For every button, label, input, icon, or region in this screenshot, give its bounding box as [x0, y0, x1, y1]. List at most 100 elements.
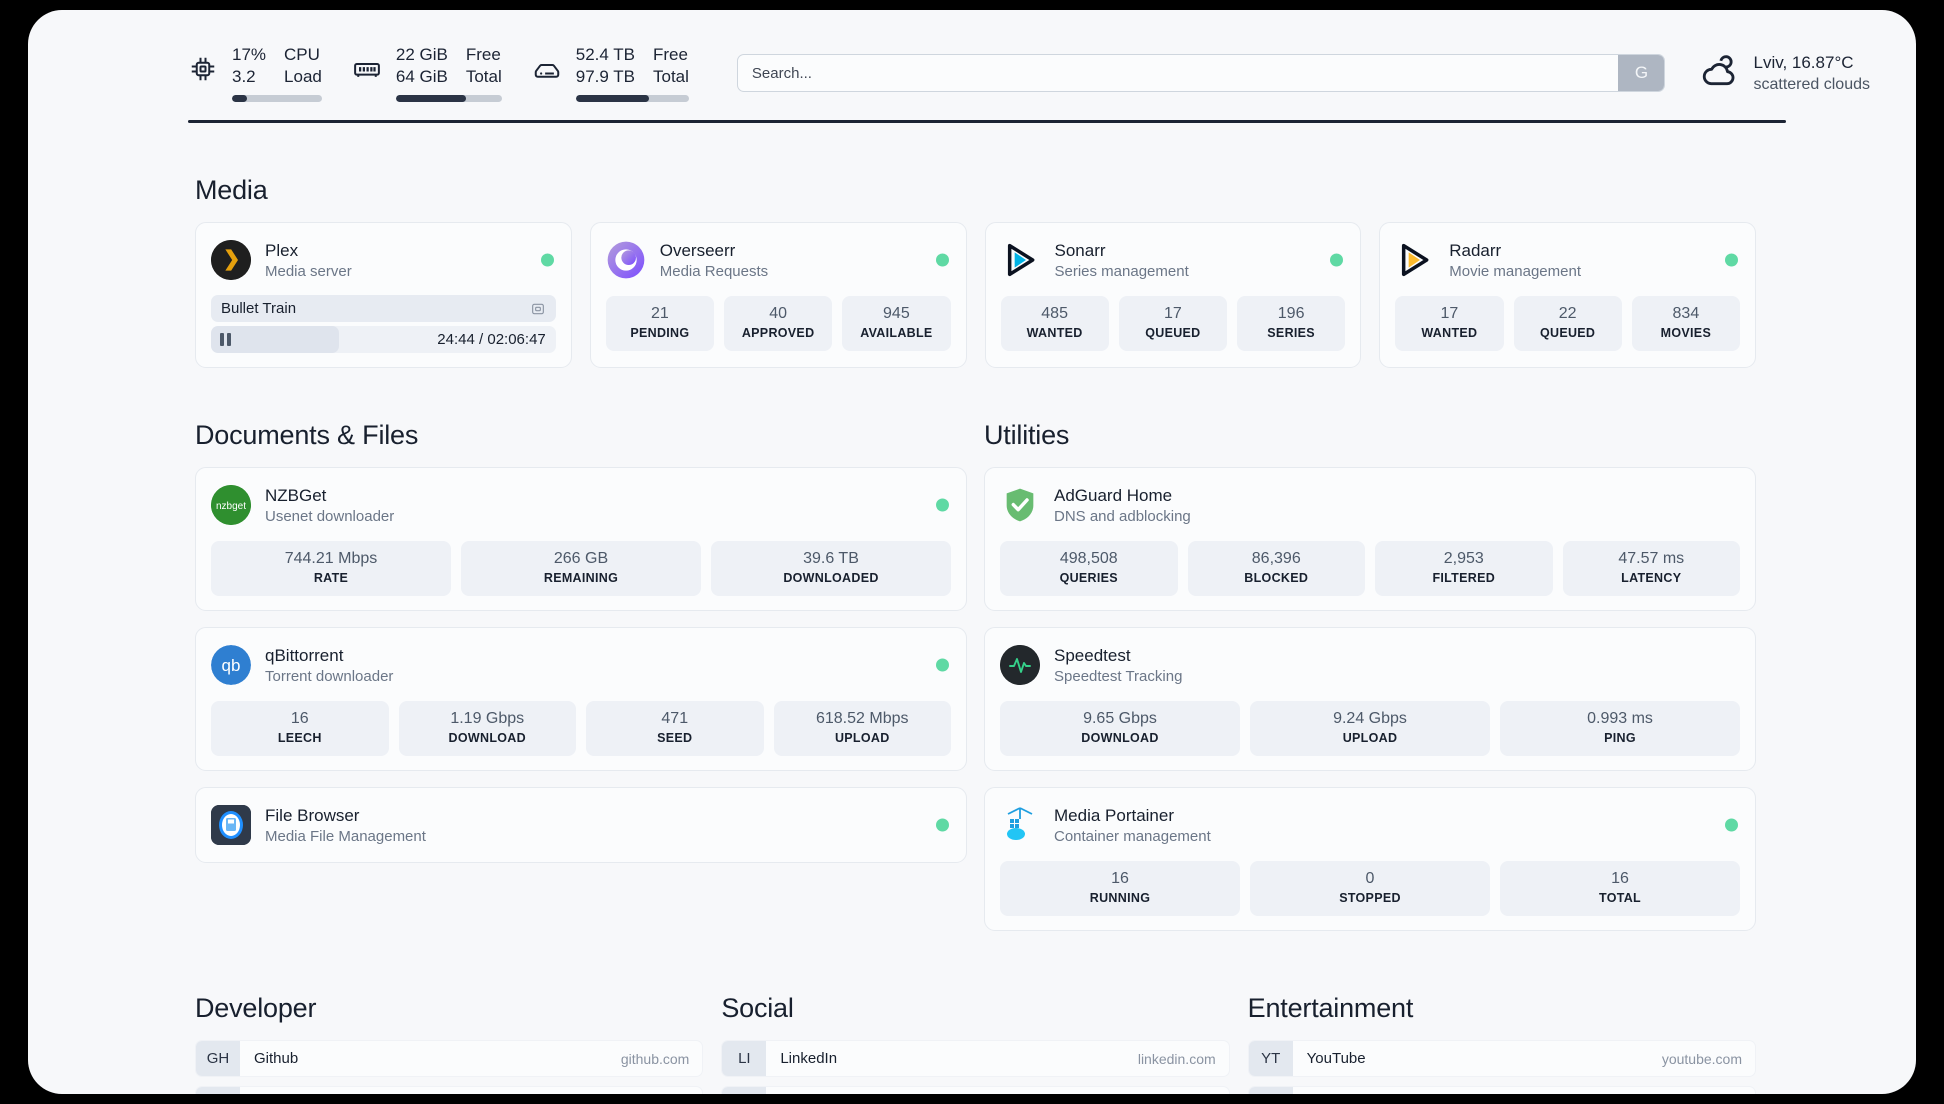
bookmark-abbr: NF: [1248, 1087, 1293, 1094]
bookmarks-area: Developer GH Github github.com SO StackO…: [195, 941, 1756, 1094]
section-title-utilities: Utilities: [984, 420, 1070, 450]
status-badge: [1330, 253, 1344, 267]
stat-value: 2,953: [1443, 550, 1484, 567]
search-input[interactable]: [737, 55, 1619, 91]
pause-icon[interactable]: [220, 333, 231, 346]
service-desc: DNS and adblocking: [1054, 507, 1191, 525]
stat-tile: 485 WANTED: [1000, 296, 1109, 351]
card-header: Plex Media server: [211, 237, 556, 283]
stat-tile: 47.57 ms LATENCY: [1562, 541, 1740, 596]
playback-separator: /: [474, 331, 488, 348]
cast-icon[interactable]: [530, 301, 546, 317]
stats-row: 485 WANTED 17 QUEUED 196 SERIES: [1000, 296, 1346, 351]
stat-tile: 17 QUEUED: [1118, 296, 1227, 351]
stat-tile: 40 APPROVED: [724, 296, 833, 351]
adguard-shield-icon: [1000, 485, 1040, 525]
service-card-portainer[interactable]: Media Portainer Container management 16 …: [984, 787, 1756, 931]
search-engine-button[interactable]: G: [1618, 55, 1665, 91]
stat-label: QUERIES: [1059, 571, 1118, 585]
service-desc: Media Requests: [659, 262, 769, 280]
dashboard-page: 17% CPU 3.2 Load: [28, 10, 1916, 1094]
bookmark-abbr: SO: [196, 1087, 240, 1094]
portainer-icon: [1000, 805, 1040, 845]
service-card-speedtest[interactable]: Speedtest Speedtest Tracking 9.65 Gbps D…: [984, 627, 1756, 771]
stats-row: 21 PENDING 40 APPROVED 945 AVAILABLE: [605, 296, 951, 351]
stat-tile: 196 SERIES: [1237, 296, 1346, 351]
service-card-radarr[interactable]: Radarr Movie management 17 WANTED 22 QUE…: [1379, 222, 1756, 368]
stat-tile: 498,508 QUERIES: [1000, 541, 1178, 596]
stat-tile: 834 MOVIES: [1631, 296, 1740, 351]
header-divider: [188, 120, 1786, 123]
stat-label: UPLOAD: [1342, 731, 1398, 745]
service-desc: Usenet downloader: [265, 507, 395, 525]
list-item[interactable]: GH Github github.com: [195, 1040, 704, 1077]
bookmark-group-title: Developer: [195, 993, 317, 1023]
documents-column: Documents & Files nzbget NZBGet Usenet d…: [195, 368, 967, 931]
progress-fill: [211, 326, 339, 353]
card-title-block: Overseerr Media Requests: [660, 240, 768, 281]
list-item[interactable]: YT YouTube youtube.com: [1247, 1040, 1756, 1077]
card-header: AdGuard Home DNS and adblocking: [1000, 482, 1740, 528]
memory-free-label: Free: [465, 45, 501, 64]
disk-total-value: 97.9 TB: [575, 67, 635, 86]
list-item[interactable]: SO StackOverflow stackoverflow.com: [195, 1086, 704, 1094]
list-item[interactable]: LI LinkedIn linkedin.com: [721, 1040, 1230, 1077]
disk-icon: [532, 54, 562, 84]
service-card-adguard[interactable]: AdGuard Home DNS and adblocking 498,508 …: [984, 467, 1756, 611]
stat-label: PENDING: [630, 326, 690, 340]
service-card-qbittorrent[interactable]: qb qBittorrent Torrent downloader: [195, 627, 967, 771]
stat-tile: 16 LEECH: [211, 701, 389, 756]
service-desc: Series management: [1054, 262, 1189, 280]
cpu-usage-value: 17%: [232, 45, 267, 64]
memory-total-label: Total: [465, 67, 502, 86]
stat-value: 0.993 ms: [1587, 710, 1653, 727]
card-header: Speedtest Speedtest Tracking: [1000, 642, 1740, 688]
stat-value: 9.24 Gbps: [1333, 710, 1407, 727]
bookmark-url: twitter.com: [1149, 1087, 1229, 1094]
stat-value: 86,396: [1251, 550, 1301, 567]
card-header: Sonarr Series management: [1001, 237, 1346, 283]
stat-value: 834: [1672, 305, 1700, 322]
service-card-sonarr[interactable]: Sonarr Series management 485 WANTED 17 Q…: [984, 222, 1362, 368]
card-header: qb qBittorrent Torrent downloader: [211, 642, 951, 688]
service-name: Media Portainer: [1054, 805, 1175, 825]
stat-label: LATENCY: [1621, 571, 1682, 585]
service-card-plex[interactable]: Plex Media server Bullet Train: [195, 222, 572, 368]
service-card-filebrowser[interactable]: File Browser Media File Management: [195, 787, 967, 863]
stat-value: 47.57 ms: [1618, 550, 1685, 567]
dashboard-window: 17% CPU 3.2 Load: [28, 10, 1916, 1094]
stat-value: 485: [1041, 305, 1068, 322]
stats-row: 498,508 QUERIES 86,396 BLOCKED 2,953 FIL…: [1000, 541, 1740, 596]
service-card-nzbget[interactable]: nzbget NZBGet Usenet downloader: [195, 467, 967, 611]
bookmark-abbr: YT: [1248, 1041, 1293, 1076]
stat-value: 17: [1440, 305, 1459, 322]
cpu-load-value: 3.2: [232, 67, 256, 86]
bookmark-group-title: Social: [721, 993, 794, 1023]
stat-label: FILTERED: [1432, 571, 1496, 585]
list-item[interactable]: TW Twitter twitter.com: [721, 1086, 1230, 1094]
card-title-block: Radarr Movie management: [1449, 240, 1581, 281]
filebrowser-icon: [211, 805, 251, 845]
bookmark-url: github.com: [620, 1050, 690, 1067]
playback-progress[interactable]: 24:44 / 02:06:47: [211, 326, 556, 353]
stat-value: 16: [290, 710, 309, 727]
service-card-overseerr[interactable]: Overseerr Media Requests 21 PENDING 40 A…: [589, 222, 967, 368]
speedtest-icon: [1000, 645, 1040, 685]
disk-usage-bar: [575, 95, 689, 102]
bookmark-abbr: TW: [722, 1087, 767, 1094]
stat-label: WANTED: [1421, 326, 1478, 340]
card-header: Radarr Movie management: [1395, 237, 1740, 283]
bookmark-abbr: GH: [196, 1041, 240, 1076]
nzbget-icon: nzbget: [211, 485, 251, 525]
search-box[interactable]: G: [736, 54, 1666, 92]
stats-row: 16 RUNNING 0 STOPPED 16 TOTAL: [1000, 861, 1740, 916]
list-item[interactable]: NF Netflix netflix.com: [1247, 1086, 1756, 1094]
stat-tile: 39.6 TB DOWNLOADED: [711, 541, 951, 596]
card-header: File Browser Media File Management: [211, 802, 951, 848]
bookmark-abbr: LI: [722, 1041, 767, 1076]
status-badge: [1725, 818, 1738, 832]
card-title-block: Speedtest Speedtest Tracking: [1054, 645, 1182, 686]
stat-tile: 9.65 Gbps DOWNLOAD: [1000, 701, 1240, 756]
bookmark-url: netflix.com: [1675, 1087, 1755, 1094]
playback-time: 24:44 / 02:06:47: [437, 331, 545, 348]
